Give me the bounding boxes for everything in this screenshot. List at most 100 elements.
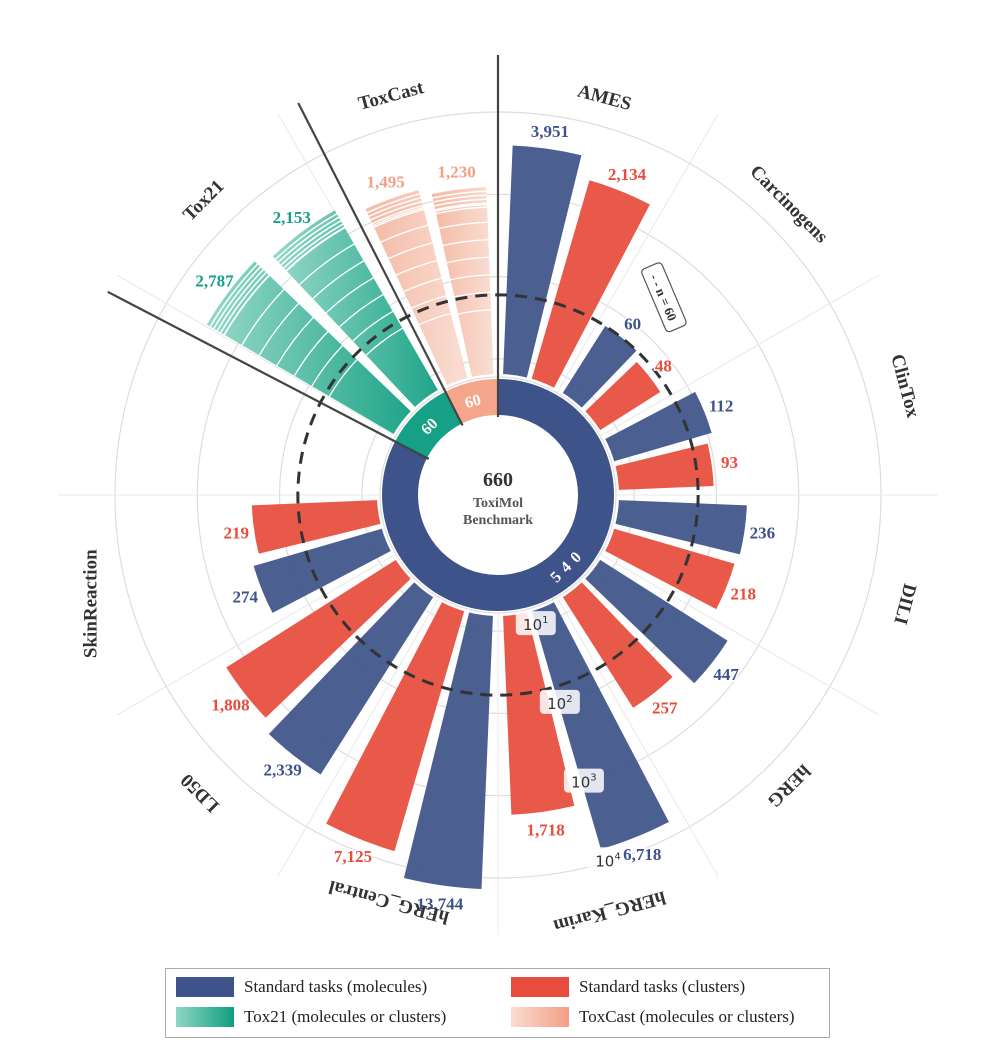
bar-stripe-line <box>283 223 344 269</box>
center-disc <box>420 417 576 573</box>
bar-stripe-line <box>223 274 270 336</box>
bar-segment-line <box>395 259 438 276</box>
bar-segment-line <box>388 242 433 260</box>
ring-tox21 <box>395 392 462 459</box>
bar-stripe-line <box>213 266 261 330</box>
bar-stripe-line <box>280 220 342 266</box>
legend-item-toxcast: ToxCast (molecules or clusters) <box>511 1007 795 1027</box>
value-label-toxcast-1: 1,230 <box>437 163 475 182</box>
category-label-tox21: Tox21 <box>179 176 228 225</box>
bar-segment-line <box>293 331 329 377</box>
bar-segment-line <box>435 203 488 212</box>
bar-segment-line <box>439 221 488 230</box>
category-label-toxcast: ToxCast <box>356 77 427 115</box>
bar-segment-line <box>458 309 492 315</box>
bar-herg-molecules-0 <box>585 559 728 684</box>
tick-label-bg <box>539 689 580 714</box>
bar-dili-molecules-0 <box>615 500 747 555</box>
tick-label-bg <box>563 768 604 793</box>
tick-label: 104 <box>587 847 628 872</box>
bar-stripe-line <box>209 263 259 327</box>
bar-stripe-line <box>368 197 421 218</box>
bar-clintox-clusters-1 <box>615 443 714 490</box>
bar-herg-clusters-1 <box>562 582 673 708</box>
value-label-dili-1: 218 <box>730 585 756 604</box>
value-label-ames-1: 2,134 <box>608 165 647 184</box>
bar-carcinogens-molecules-0 <box>562 326 637 408</box>
bar-segment-line <box>311 345 343 387</box>
legend-item-tox21: Tox21 (molecules or clusters) <box>176 1007 446 1027</box>
center-line1: ToxiMol <box>473 496 523 511</box>
bar-segment-line <box>373 207 424 227</box>
group-separator <box>297 102 464 427</box>
grid-spoke <box>599 553 880 716</box>
bar-skinreaction-molecules-0 <box>253 528 391 613</box>
grid <box>58 55 938 935</box>
group-separator <box>107 290 430 460</box>
value-label-tox21-0: 2,787 <box>195 272 234 291</box>
bar-stripe-line <box>435 202 488 211</box>
bar-segment-line <box>418 312 451 326</box>
bar-segment-line <box>450 274 490 281</box>
category-label-skinreaction: SkinReaction <box>81 549 102 658</box>
tick-label-text: 104 <box>595 851 620 870</box>
ring-molecules-extra <box>381 441 428 495</box>
bar-segment-line <box>442 239 489 247</box>
category-label-clintox: ClinTox <box>886 352 923 420</box>
grid-spoke <box>556 596 719 877</box>
bar-segment-line <box>299 243 355 286</box>
legend-swatch-toxcast <box>511 1007 569 1027</box>
tick-label-text: 101 <box>523 615 548 634</box>
category-label-ld50: LD50 <box>177 769 224 816</box>
value-label-herg_karim-0: 6,718 <box>623 845 661 864</box>
category-label-ames: AMES <box>575 81 633 115</box>
grid-spoke <box>116 274 397 437</box>
bar-stripe-line <box>435 206 488 215</box>
bar-segment-line <box>312 260 365 300</box>
bar-segment-line <box>454 291 491 298</box>
bar-segment-line <box>411 295 447 309</box>
bar-segment-line <box>446 256 490 264</box>
legend-label-clusters: Standard tasks (clusters) <box>579 977 746 996</box>
value-label-carcinogens-0: 60 <box>624 314 641 333</box>
tick-label-bg <box>515 611 556 636</box>
bar-toxcast-toxcast-1 <box>431 187 494 377</box>
reference-circle <box>296 293 700 697</box>
value-label-ld50-1: 1,808 <box>211 696 249 715</box>
bar-segment-line <box>258 303 300 356</box>
grid-spoke <box>599 274 880 437</box>
bar-stripe-line <box>433 194 487 203</box>
value-label-herg_central-0: 13,744 <box>417 894 464 913</box>
bar-ld50-clusters-1 <box>226 559 411 718</box>
bar-segment-line <box>241 289 285 346</box>
bar-clintox-molecules-0 <box>605 391 712 462</box>
bar-stripe-line <box>372 204 423 225</box>
bar-segment-line <box>328 359 358 397</box>
center-label: 660 ToxiMol Benchmark <box>420 417 576 573</box>
value-label-ames-0: 3,951 <box>531 122 569 141</box>
legend-item-molecules: Standard tasks (molecules) <box>176 977 427 997</box>
tick-label-text: 103 <box>571 773 596 792</box>
value-label-skinreaction-0: 274 <box>232 588 258 607</box>
value-label-dili-0: 236 <box>750 524 776 543</box>
legend-item-clusters: Standard tasks (clusters) <box>511 977 745 997</box>
reference-badge-box <box>641 262 687 333</box>
grid-spoke <box>116 553 397 716</box>
category-label-carcinogens: Carcinogens <box>746 161 832 247</box>
category-label-herg: hERG <box>763 760 815 812</box>
bar-stripe-line <box>367 193 420 214</box>
value-label-skinreaction-1: 219 <box>223 523 249 542</box>
bar-toxcast-toxcast-0 <box>365 190 468 386</box>
value-label-tox21-1: 2,153 <box>273 208 311 227</box>
tick-label-text: 102 <box>547 694 572 713</box>
legend-label-molecules: Standard tasks (molecules) <box>244 977 428 996</box>
value-label-herg_central-1: 7,125 <box>334 847 372 866</box>
bar-stripe-line <box>275 213 338 260</box>
reference-badge: - - n = 60 <box>641 262 687 333</box>
legend: Standard tasks (molecules) Standard task… <box>165 968 830 1038</box>
bar-stripe-line <box>373 208 424 228</box>
value-label-herg-1: 257 <box>652 699 678 718</box>
value-label-herg_karim-1: 1,718 <box>527 821 565 840</box>
legend-swatch-clusters <box>511 977 569 997</box>
tick-label: 101 <box>515 611 556 636</box>
